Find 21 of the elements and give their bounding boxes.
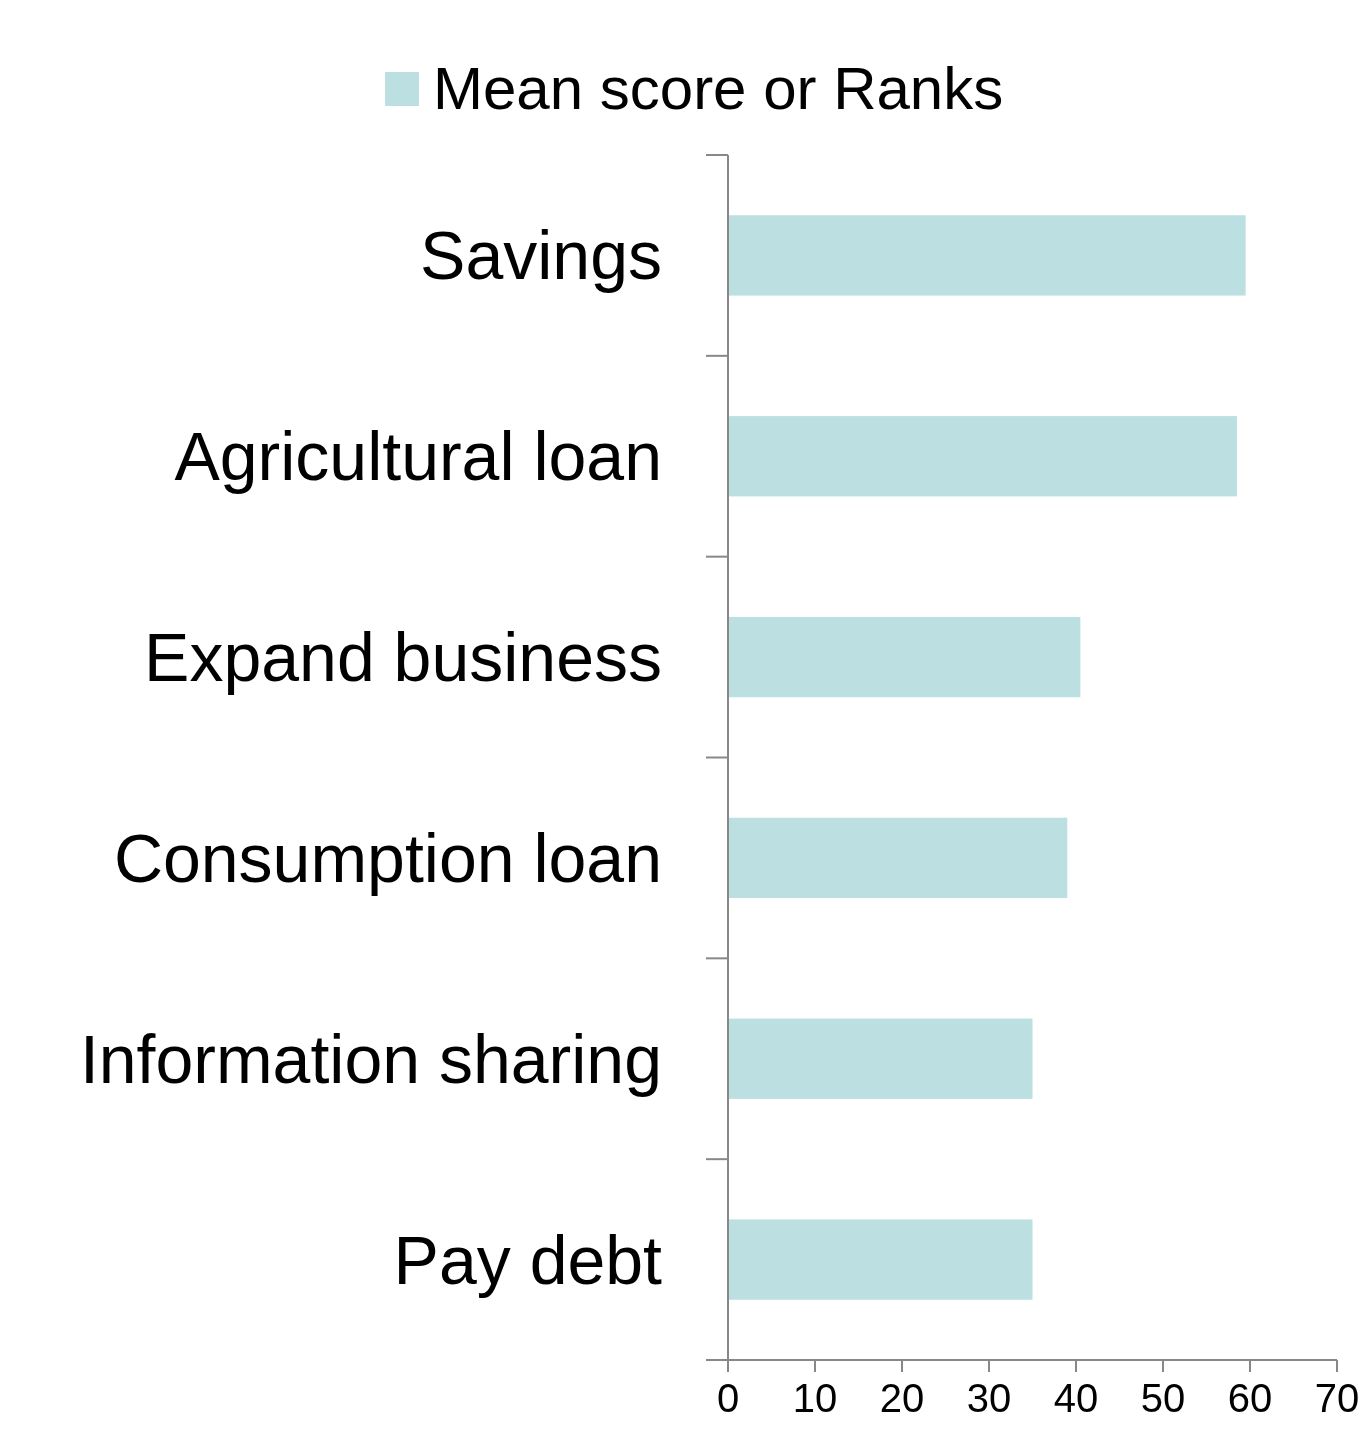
bar bbox=[728, 215, 1246, 296]
bar bbox=[728, 416, 1237, 497]
y-tick-label: Pay debt bbox=[393, 1221, 663, 1298]
x-tick-label: 50 bbox=[1140, 1376, 1186, 1420]
y-tick-label: Expand business bbox=[144, 619, 662, 696]
y-tick-label: Savings bbox=[420, 217, 662, 294]
bar bbox=[728, 1219, 1033, 1300]
x-tick-label: 20 bbox=[879, 1376, 925, 1420]
legend-label: Mean score or Ranks bbox=[433, 54, 1004, 122]
x-tick-label: 30 bbox=[966, 1376, 1012, 1420]
y-tick-label: Information sharing bbox=[79, 1020, 662, 1097]
x-tick-label: 0 bbox=[716, 1376, 740, 1420]
x-tick-label: 10 bbox=[792, 1376, 838, 1420]
x-tick-label: 40 bbox=[1053, 1376, 1099, 1420]
x-tick-label: 70 bbox=[1314, 1376, 1360, 1420]
y-tick-label: Consumption loan bbox=[113, 819, 662, 896]
x-tick-label: 60 bbox=[1227, 1376, 1273, 1420]
bar bbox=[728, 817, 1068, 899]
bar bbox=[728, 616, 1081, 698]
y-tick-label: Agricultural loan bbox=[174, 418, 662, 495]
bar bbox=[728, 1018, 1033, 1099]
